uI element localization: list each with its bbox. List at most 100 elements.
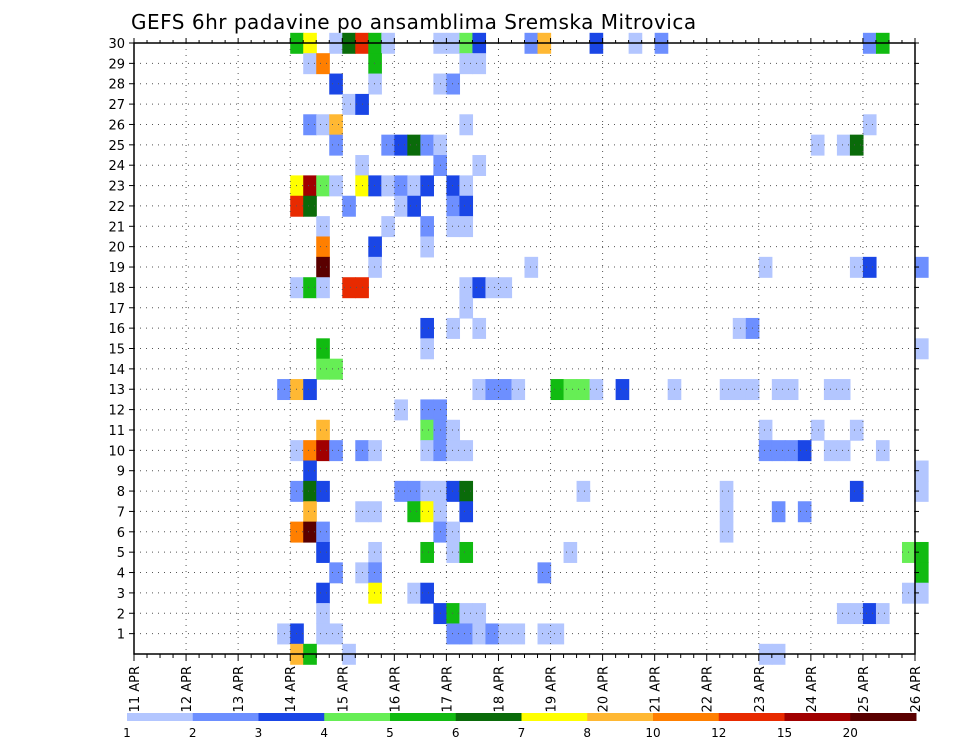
y-tick-label: 25	[108, 139, 125, 154]
colorbar-label: 2	[189, 726, 197, 740]
heatmap-cell	[446, 623, 461, 645]
heatmap-cell	[316, 480, 330, 502]
heatmap-cell	[524, 256, 539, 278]
y-tick-label: 11	[108, 424, 125, 439]
colorbar-swatch	[587, 713, 654, 721]
heatmap-cell	[394, 399, 408, 421]
heatmap-cell	[277, 379, 291, 401]
heatmap-cell	[836, 134, 851, 156]
y-tick-label: 1	[117, 628, 125, 643]
heatmap-cell	[368, 541, 382, 563]
heatmap-cell	[485, 623, 500, 645]
heatmap-cell	[316, 419, 330, 441]
heatmap-cell	[862, 256, 877, 278]
heatmap-cell	[459, 440, 474, 462]
colorbar-swatch	[390, 713, 457, 721]
heatmap-cell	[303, 175, 317, 197]
heatmap-cell	[303, 521, 317, 543]
heatmap-cell	[303, 53, 317, 75]
y-tick-label: 6	[117, 526, 125, 541]
heatmap-cell	[316, 582, 330, 604]
heatmap-cell	[316, 175, 330, 197]
heatmap-cell	[472, 277, 487, 299]
heatmap-cell	[719, 521, 734, 543]
x-tick-label: 24 APR	[805, 666, 820, 712]
heatmap-cell	[394, 175, 408, 197]
y-tick-label: 8	[117, 485, 125, 500]
heatmap-cell	[446, 480, 461, 502]
heatmap-cell	[342, 195, 356, 217]
colorbar-label: 8	[583, 726, 591, 740]
heatmap-cell	[797, 501, 812, 523]
heatmap-cell	[446, 541, 461, 563]
heatmap-cell	[836, 379, 851, 401]
heatmap-cell	[368, 256, 382, 278]
heatmap-cell	[368, 175, 382, 197]
y-axis: 1234567891011121314151617181920212223242…	[108, 37, 919, 643]
heatmap-cell	[394, 134, 408, 156]
heatmap-cell	[485, 379, 500, 401]
heatmap-cell	[446, 175, 461, 197]
heatmap-cell	[420, 440, 434, 462]
heatmap-cell	[290, 623, 304, 645]
heatmap-cell	[915, 562, 929, 584]
heatmap-cell	[498, 623, 513, 645]
x-tick-label: 16 APR	[388, 666, 403, 712]
x-tick-label: 21 APR	[649, 666, 664, 712]
y-tick-label: 27	[108, 98, 125, 113]
colorbar-label: 5	[386, 726, 394, 740]
heatmap-cell	[407, 134, 421, 156]
heatmap-cell	[915, 582, 929, 604]
y-tick-label: 24	[108, 159, 125, 174]
colorbar-swatch	[784, 713, 851, 721]
heatmap-cell	[420, 236, 434, 258]
heatmap-cell	[498, 277, 513, 299]
y-tick-label: 13	[108, 383, 125, 398]
heatmap-cell	[446, 419, 461, 441]
y-tick-label: 20	[108, 241, 125, 256]
heatmap-cell	[459, 623, 474, 645]
heatmap-cell	[784, 379, 799, 401]
heatmap-cell	[329, 134, 343, 156]
heatmap-cell	[836, 440, 851, 462]
y-tick-label: 7	[117, 505, 125, 520]
heatmap-cell	[459, 603, 474, 625]
colorbar-swatch	[850, 713, 917, 721]
heatmap-cell	[290, 277, 304, 299]
heatmap-cell	[446, 521, 461, 543]
y-tick-label: 3	[117, 587, 125, 602]
y-tick-label: 22	[108, 200, 125, 215]
heatmap-cell	[368, 582, 382, 604]
y-tick-label: 21	[108, 220, 125, 235]
heatmap-cell	[732, 317, 747, 339]
grid-lines	[134, 43, 915, 654]
heatmap-cell	[303, 440, 317, 462]
heatmap-cell	[420, 134, 434, 156]
heatmap-cell	[407, 501, 421, 523]
heatmap-cell	[784, 440, 799, 462]
heatmap-cell	[732, 379, 747, 401]
heatmap-cell	[342, 93, 356, 115]
heatmap-cell	[446, 216, 461, 238]
y-tick-label: 2	[117, 607, 125, 622]
colorbar-label: 20	[843, 726, 858, 740]
x-tick-label: 13 APR	[232, 666, 247, 712]
y-tick-label: 23	[108, 180, 125, 195]
heatmap-cell	[719, 501, 734, 523]
heatmap-cell	[290, 480, 304, 502]
heatmap-cell	[368, 73, 382, 95]
heatmap-cell	[394, 195, 408, 217]
y-tick-label: 17	[108, 302, 125, 317]
y-tick-label: 30	[108, 37, 125, 52]
heatmap-cell	[394, 480, 408, 502]
heatmap-cell	[316, 338, 330, 360]
heatmap-cell	[862, 603, 877, 625]
heatmap-cell	[550, 379, 565, 401]
colorbar-label: 4	[320, 726, 328, 740]
y-tick-label: 29	[108, 57, 125, 72]
heatmap-cell	[316, 358, 330, 380]
heatmap-cell	[563, 541, 578, 563]
heatmap-cell	[290, 521, 304, 543]
y-tick-label: 28	[108, 78, 125, 93]
